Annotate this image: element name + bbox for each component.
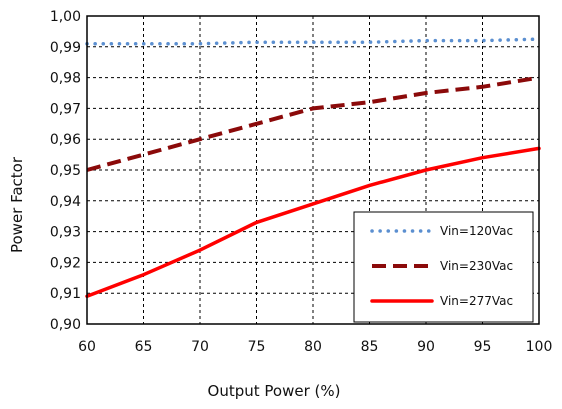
y-tick-label: 0,96 bbox=[50, 132, 81, 148]
x-tick-label: 100 bbox=[526, 339, 553, 355]
y-tick-label: 0,92 bbox=[50, 255, 81, 271]
legend-label: Vin=120Vac bbox=[440, 224, 513, 238]
y-tick-label: 0,95 bbox=[50, 163, 81, 179]
y-tick-label: 0,98 bbox=[50, 71, 81, 87]
y-tick-label: 0,91 bbox=[50, 286, 81, 302]
series-line-3 bbox=[85, 146, 541, 299]
y-axis-label: Power Factor bbox=[8, 156, 26, 253]
x-tick-label: 75 bbox=[248, 339, 266, 355]
y-axis-ticks: 0,90 0,91 0,92 0,93 0,94 0,95 0,96 0,97 0,98 0,99… bbox=[50, 9, 81, 333]
y-tick-label: 0,97 bbox=[50, 101, 81, 117]
x-tick-label: 90 bbox=[417, 339, 435, 355]
x-axis-label: Output Power (%) bbox=[208, 382, 341, 400]
series-line-1 bbox=[85, 37, 541, 46]
y-tick-label: 1,00 bbox=[50, 9, 81, 25]
x-tick-label: 80 bbox=[304, 339, 322, 355]
x-tick-label: 85 bbox=[361, 339, 379, 355]
x-tick-label: 95 bbox=[474, 339, 492, 355]
y-tick-label: 0,93 bbox=[50, 225, 81, 241]
y-tick-label: 0,99 bbox=[50, 40, 81, 56]
series-layer bbox=[85, 37, 541, 299]
legend-label: Vin=277Vac bbox=[440, 294, 513, 308]
series-line-2 bbox=[86, 75, 540, 172]
legend-label: Vin=230Vac bbox=[440, 259, 513, 273]
plot-border bbox=[86, 15, 540, 325]
y-tick-label: 0,90 bbox=[50, 317, 81, 333]
x-tick-label: 60 bbox=[78, 339, 96, 355]
legend: Vin=120Vac Vin=230Vac Vin=277Vac bbox=[353, 211, 534, 323]
x-axis-ticks: 60 65 70 75 80 85 90 95 100 bbox=[78, 339, 552, 355]
y-tick-label: 0,94 bbox=[50, 194, 81, 210]
x-tick-label: 65 bbox=[135, 339, 153, 355]
x-tick-label: 70 bbox=[191, 339, 209, 355]
